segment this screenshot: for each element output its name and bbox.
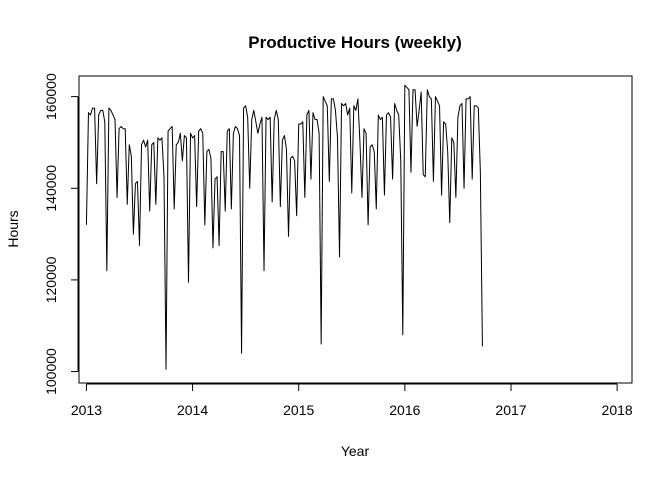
- x-tick-label: 2013: [71, 402, 102, 418]
- series-line: [85, 84, 483, 370]
- series-layer: [85, 84, 483, 370]
- x-tick-label: 2016: [389, 402, 420, 418]
- x-tick-label: 2018: [602, 402, 633, 418]
- y-axis-label: Hours: [5, 210, 21, 247]
- plot-frame: [78, 75, 633, 384]
- x-tick-label: 2015: [283, 402, 314, 418]
- x-tick-label: 2017: [495, 402, 526, 418]
- y-axis: 100000 120000 140000 160000: [43, 73, 79, 395]
- x-axis: 2013 2014 2015 2016 2017 2018: [71, 383, 633, 418]
- y-tick-label: 120000: [43, 256, 59, 303]
- x-tick-label: 2014: [177, 402, 208, 418]
- y-tick-label: 160000: [43, 73, 59, 120]
- x-axis-label: Year: [341, 443, 370, 459]
- chart-title: Productive Hours (weekly): [248, 33, 462, 52]
- y-tick-label: 100000: [43, 348, 59, 395]
- y-tick-label: 140000: [43, 165, 59, 212]
